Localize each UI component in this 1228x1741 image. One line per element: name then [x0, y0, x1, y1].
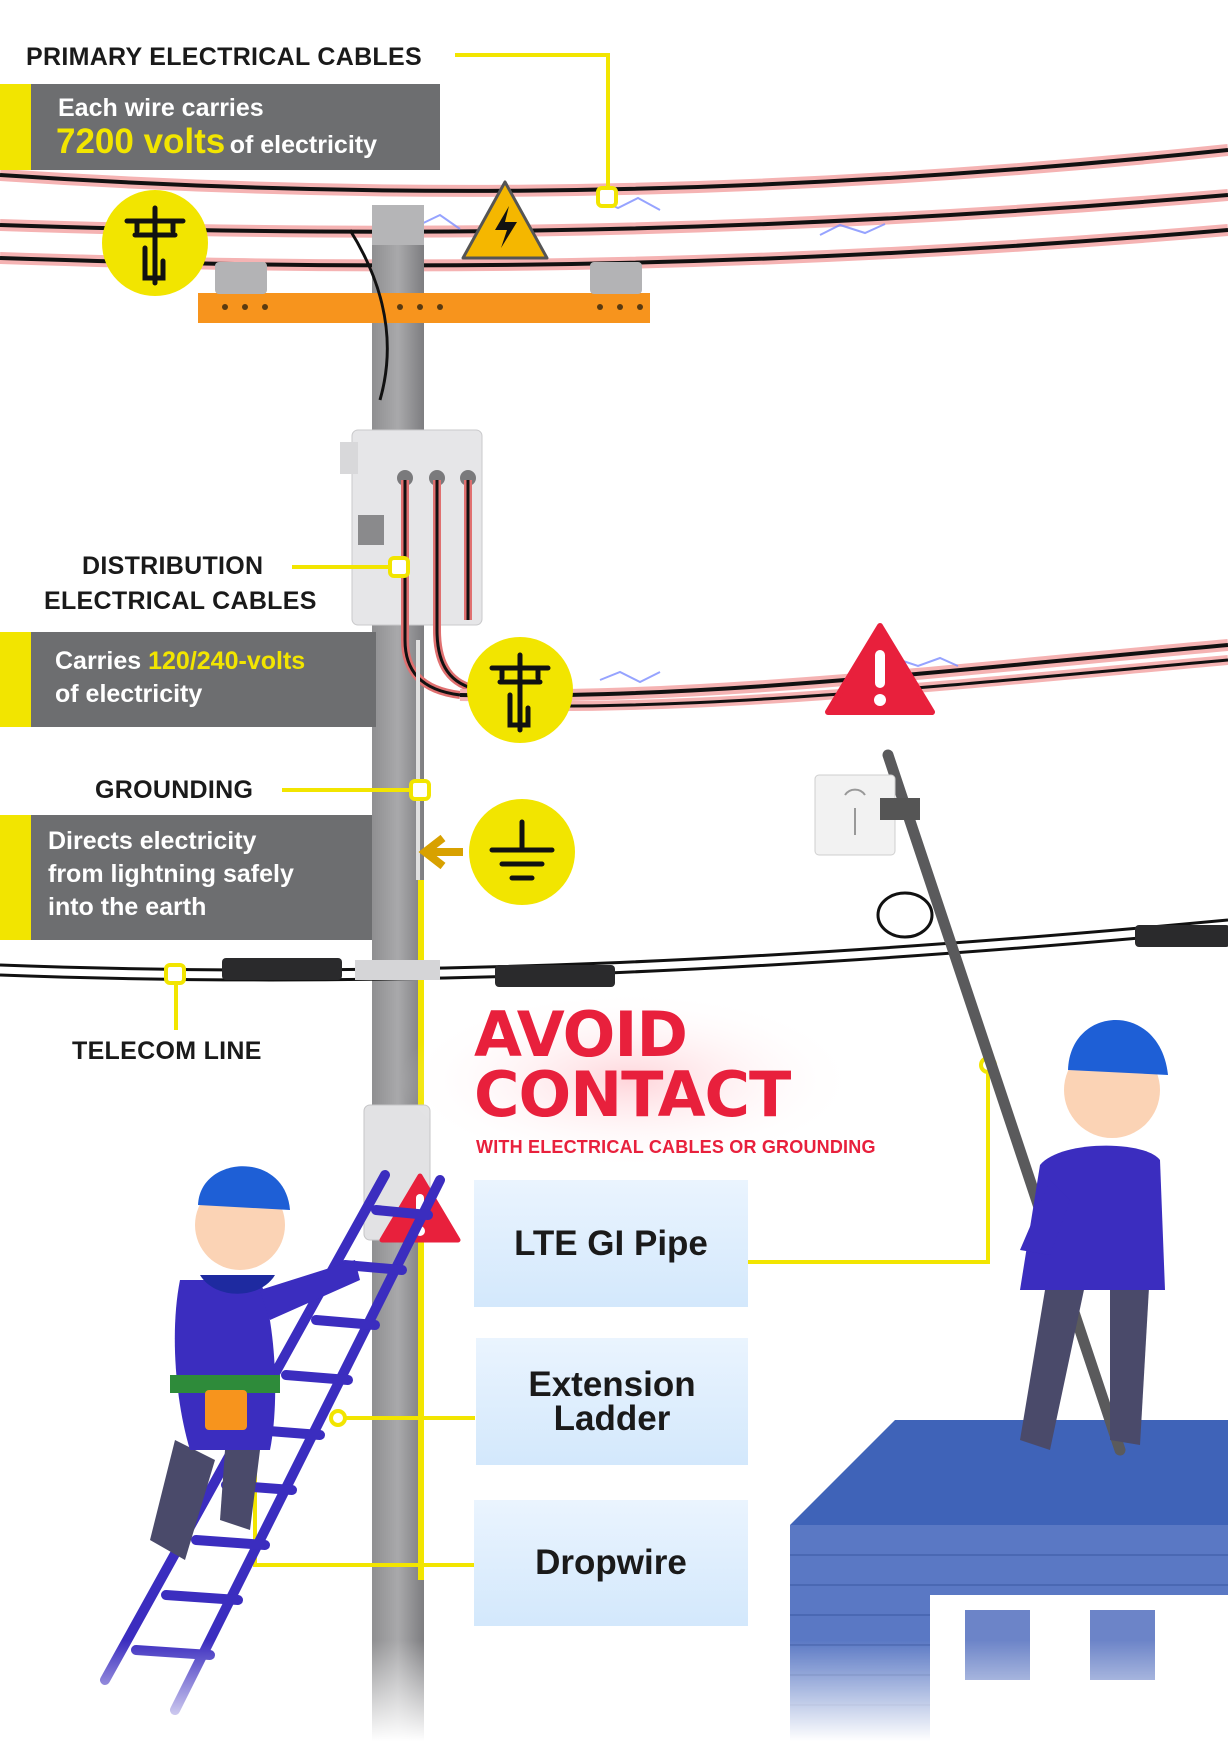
grounding-desc-line1: Directs electricity [48, 827, 257, 855]
grounding-desc-line3: into the earth [48, 893, 207, 921]
distribution-description: Carries 120/240-volts of electricity [0, 632, 376, 727]
power-pole-icon [467, 637, 573, 743]
avoid-heading: AVOID [474, 998, 688, 1071]
high-voltage-icon [461, 180, 549, 260]
transformer-box [340, 429, 483, 699]
tool-dropwire: Dropwire [474, 1500, 748, 1626]
ground-arrow [418, 834, 463, 870]
distribution-voltage-value: 120/240-volts [148, 647, 306, 675]
warning-glow [400, 990, 860, 1170]
warning-icon [825, 623, 935, 715]
worker-on-roof [1020, 1020, 1168, 1450]
distribution-desc-tail: of electricity [55, 680, 203, 708]
grounding-accent-bar [0, 815, 31, 940]
primary-accent-bar [0, 84, 31, 170]
grounding-description: Directs electricity from lightning safel… [0, 815, 372, 940]
avoid-contact-subtitle: WITH ELECTRICAL CABLES OR GROUNDING [476, 1137, 876, 1157]
primary-desc-line1: Each wire carries [58, 94, 264, 122]
lte-gi-pipe [814, 749, 1126, 1456]
primary-cables-title: PRIMARY ELECTRICAL CABLES [26, 43, 422, 71]
ground-icon [469, 799, 575, 905]
router-icon [814, 774, 896, 856]
primary-voltage-value: 7200 volts [56, 122, 226, 161]
primary-desc-tail: of electricity [229, 131, 378, 159]
distribution-title-line1: DISTRIBUTION [82, 552, 264, 580]
distribution-desc-prefix: Carries [55, 647, 142, 675]
worker-climbing [150, 1166, 360, 1560]
grounding-title: GROUNDING [95, 776, 254, 804]
grounding-desc-line2: from lightning safely [48, 860, 294, 888]
cross-arm [198, 262, 650, 323]
telecom-line-title: TELECOM LINE [72, 1037, 262, 1065]
tool-extension-ladder: Extension Ladder [476, 1338, 748, 1465]
contact-heading: CONTACT [474, 1058, 791, 1131]
distribution-accent-bar [0, 632, 31, 727]
primary-cables-description: Each wire carries 7200 volts of electric… [0, 84, 440, 170]
distribution-title-line2: ELECTRICAL CABLES [44, 587, 317, 615]
tool-lte-gi-pipe: LTE GI Pipe [474, 1180, 748, 1307]
power-pole-icon [102, 190, 208, 296]
